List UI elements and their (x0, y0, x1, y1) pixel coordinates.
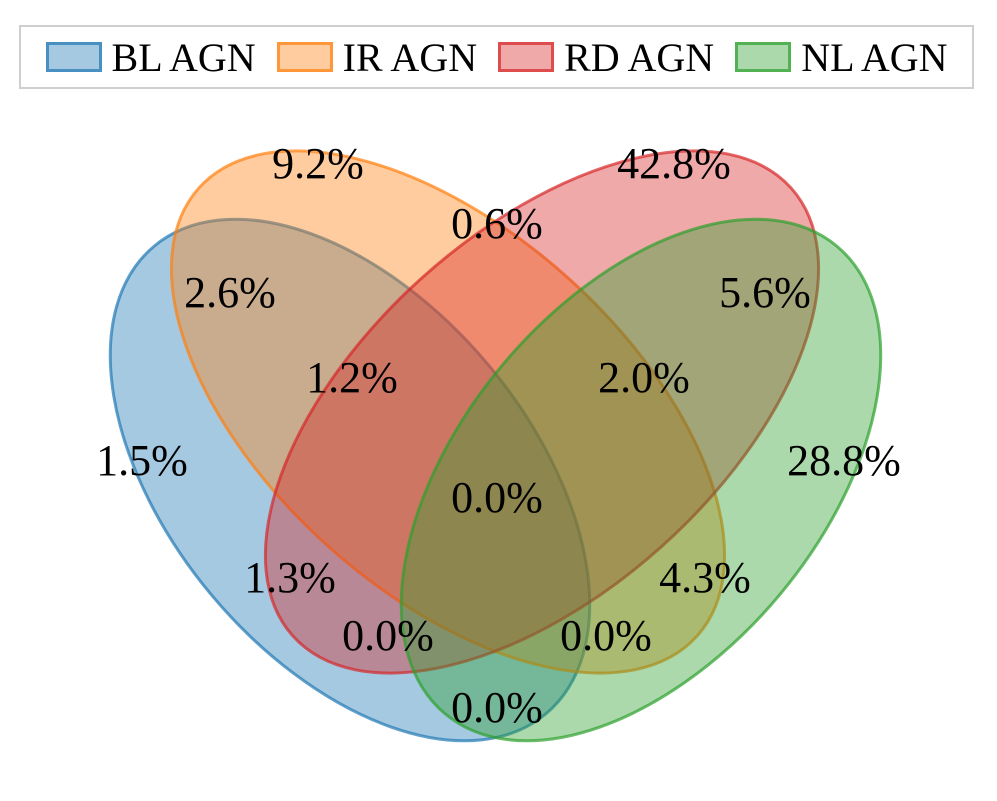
legend-swatch-bl (45, 42, 102, 72)
legend-label-bl: BL AGN (111, 34, 256, 80)
set-ellipse-ir (169, 149, 727, 675)
region-label-bl-rd: 1.3% (244, 553, 336, 602)
region-label-ir-only: 9.2% (272, 139, 364, 188)
legend-item-nl: NL AGN (735, 34, 947, 81)
region-label-bl-ir: 2.6% (184, 268, 276, 317)
region-labels: 9.2% 42.8% 0.6% 2.6% 5.6% 1.2% 2.0% 1.5% 28.8% 0.… (96, 139, 901, 732)
legend-swatch-rd (498, 42, 555, 72)
set-ellipse-nl (399, 217, 883, 743)
set-ellipses (108, 149, 883, 743)
region-label-ir-rd-nl: 2.0% (598, 353, 690, 402)
region-label-ir-nl: 4.3% (659, 553, 751, 602)
region-label-ir-rd: 0.6% (451, 199, 543, 248)
set-ellipse-bl (108, 217, 592, 743)
legend-item-bl: BL AGN (45, 34, 256, 81)
region-label-bl-nl: 0.0% (451, 683, 543, 732)
legend-label-ir: IR AGN (342, 34, 478, 80)
set-ellipse-rd (263, 149, 821, 675)
region-label-bl-ir-nl: 0.0% (560, 611, 652, 660)
region-label-bl-rd-nl: 0.0% (342, 611, 434, 660)
region-label-rd-nl: 5.6% (719, 268, 811, 317)
legend: BL AGN IR AGN RD AGN NL AGN (19, 25, 974, 89)
legend-item-ir: IR AGN (276, 34, 478, 81)
region-label-bl-only: 1.5% (96, 436, 188, 485)
region-label-rd-only: 42.8% (617, 139, 731, 188)
region-label-nl-only: 28.8% (787, 436, 901, 485)
legend-label-nl: NL AGN (801, 34, 948, 80)
region-label-bl-ir-rd: 1.2% (306, 353, 398, 402)
legend-swatch-ir (276, 42, 333, 72)
legend-item-rd: RD AGN (498, 34, 714, 81)
legend-swatch-nl (735, 42, 792, 72)
region-label-all-four: 0.0% (451, 473, 543, 522)
legend-label-rd: RD AGN (564, 34, 715, 80)
